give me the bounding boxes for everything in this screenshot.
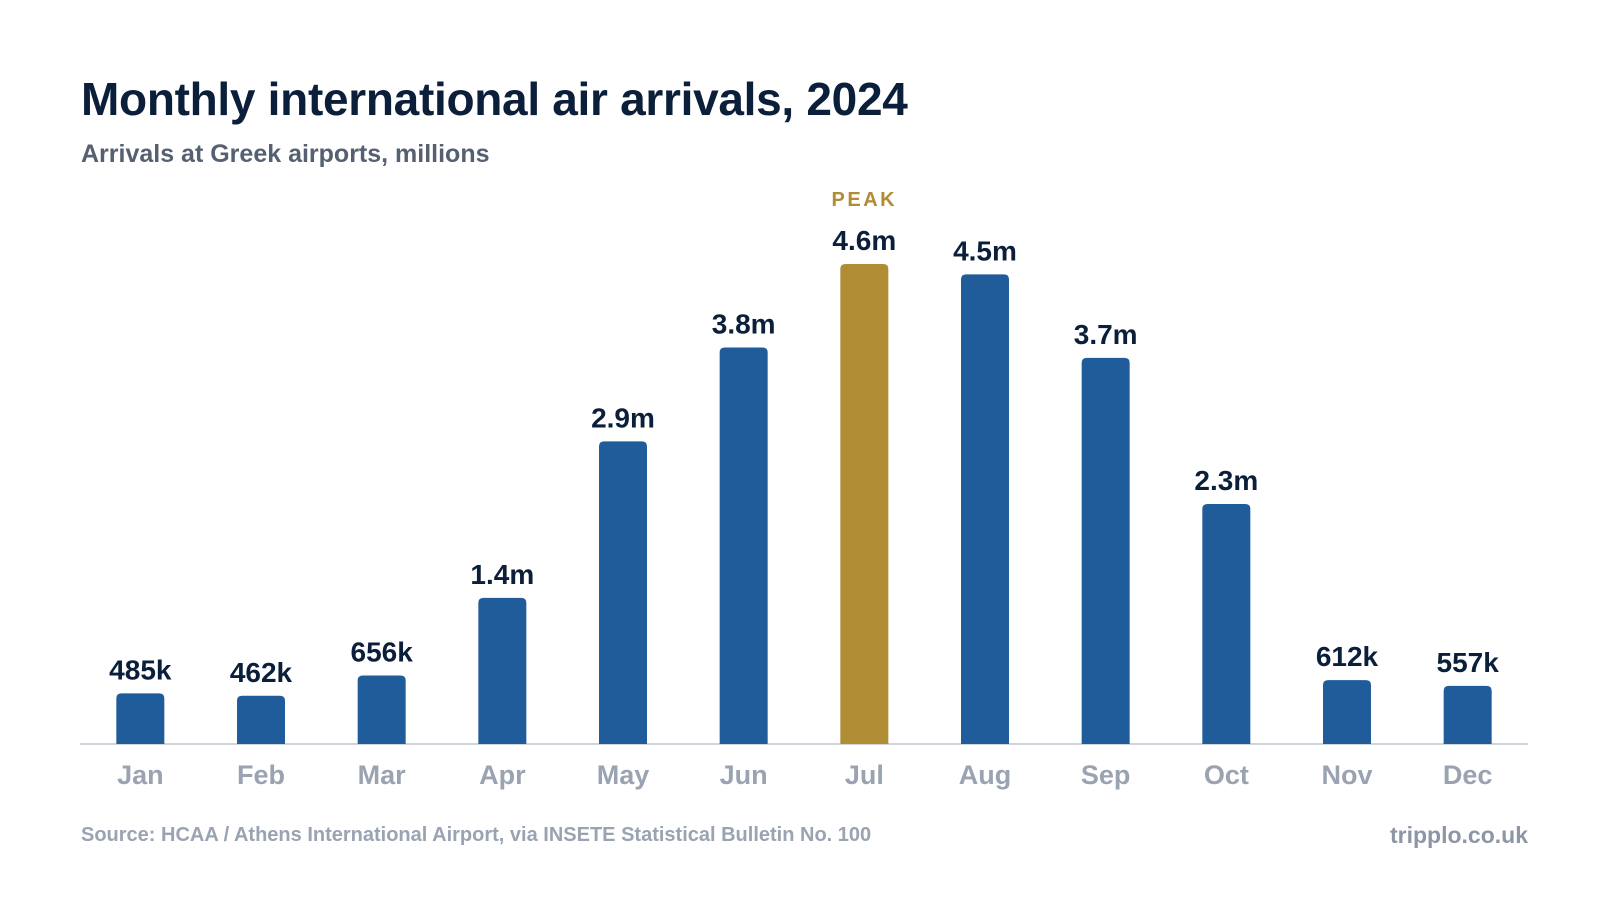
tick-label-oct: Oct — [1204, 760, 1249, 790]
bar-may — [599, 441, 647, 744]
bar-jul — [840, 264, 889, 744]
source-note: Source: HCAA / Athens International Airp… — [81, 824, 872, 846]
tick-label-jun: Jun — [720, 760, 768, 790]
value-label-feb: 462k — [230, 657, 293, 688]
chart-title: Monthly international air arrivals, 2024 — [81, 73, 908, 125]
bar-dec — [1443, 685, 1492, 744]
tick-label-jul: Jul — [845, 760, 884, 790]
bar-nov — [1323, 680, 1371, 744]
bar-feb — [237, 695, 285, 744]
tick-label-aug: Aug — [959, 760, 1011, 790]
tick-label-nov: Nov — [1321, 760, 1372, 790]
value-label-oct: 2.3m — [1194, 465, 1258, 496]
bar-sep — [1081, 357, 1130, 744]
value-label-apr: 1.4m — [470, 559, 534, 590]
bar-jun — [719, 347, 768, 744]
tick-label-apr: Apr — [479, 760, 526, 790]
tick-label-may: May — [597, 760, 650, 790]
value-label-mar: 656k — [351, 637, 414, 668]
value-label-may: 2.9m — [591, 402, 655, 433]
bar-aug — [961, 274, 1009, 744]
tick-label-dec: Dec — [1443, 760, 1493, 790]
peak-annotation: PEAK — [832, 189, 898, 211]
tick-label-feb: Feb — [237, 760, 285, 790]
value-label-dec: 557k — [1437, 647, 1500, 678]
tick-label-mar: Mar — [358, 760, 407, 790]
value-label-nov: 612k — [1316, 641, 1379, 672]
tick-label-jan: Jan — [117, 760, 164, 790]
value-label-sep: 3.7m — [1074, 319, 1138, 350]
value-label-jan: 485k — [109, 654, 172, 685]
bar-apr — [478, 597, 527, 744]
bar-oct — [1202, 504, 1251, 744]
tick-label-sep: Sep — [1081, 760, 1131, 790]
bar-jan — [116, 693, 165, 744]
brand-link[interactable]: tripplo.co.uk — [1390, 822, 1528, 848]
bar-mar — [357, 675, 406, 744]
value-label-aug: 4.5m — [953, 235, 1017, 266]
value-label-jun: 3.8m — [712, 308, 776, 339]
chart-subtitle: Arrivals at Greek airports, millions — [81, 140, 490, 168]
value-label-jul: 4.6m — [832, 225, 896, 256]
